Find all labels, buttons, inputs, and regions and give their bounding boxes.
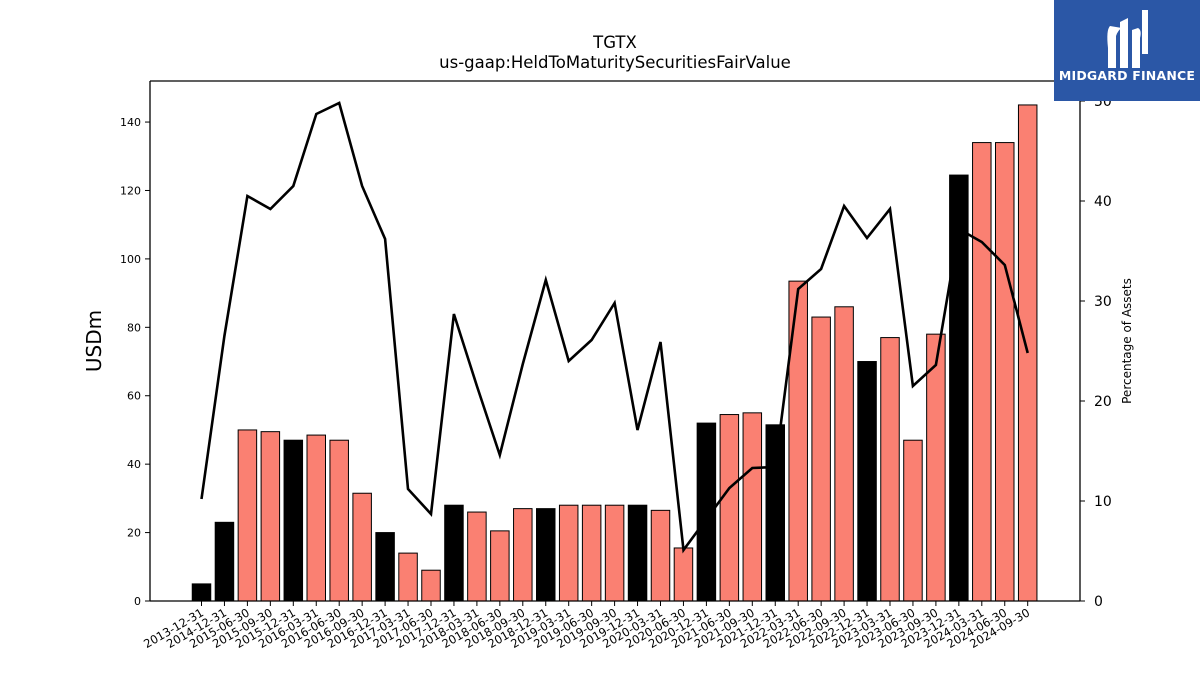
bar [329, 439, 349, 602]
percentage-line [200, 101, 1029, 554]
y2-axis-label: Percentage of Assets [1120, 278, 1134, 404]
bar [788, 280, 808, 602]
logo-text: MIDGARD FINANCE [1058, 68, 1196, 83]
bar [306, 434, 326, 602]
bar [926, 333, 946, 602]
bar [444, 504, 464, 602]
y-tick-label: 60 [127, 390, 141, 403]
bar [283, 439, 304, 602]
bar [513, 508, 533, 602]
y2-tick-label: 20 [1094, 394, 1112, 410]
y-tick-label: 80 [127, 321, 141, 334]
bar [673, 547, 694, 602]
brand-logo: MIDGARD FINANCE [1054, 0, 1200, 101]
y2-tick-label: 0 [1094, 594, 1103, 610]
y-tick-label: 20 [127, 527, 141, 540]
y-tick-label: 120 [120, 184, 141, 197]
chart-title: TGTX [592, 33, 637, 52]
bar [857, 361, 877, 602]
bar [214, 521, 235, 602]
bar [949, 174, 969, 602]
logo-mark-icon [1107, 10, 1148, 68]
y2-tick-label: 30 [1094, 294, 1112, 310]
bar [811, 316, 831, 602]
bar [834, 306, 854, 602]
bar [627, 504, 648, 602]
bar-series [191, 104, 1038, 602]
y-tick-label: 140 [120, 116, 141, 129]
bar [237, 429, 258, 602]
line-series [200, 101, 1029, 554]
y-tick-label: 0 [134, 595, 141, 608]
bar [375, 532, 395, 602]
bar [536, 508, 556, 602]
bar [972, 142, 992, 602]
y-tick-label: 40 [127, 458, 141, 471]
bar [995, 142, 1015, 602]
bar [260, 431, 281, 602]
y-axis-label: USDm [82, 310, 106, 372]
bar [398, 552, 418, 602]
chart-subtitle: us-gaap:HeldToMaturitySecuritiesFairValu… [439, 53, 791, 72]
bar [467, 511, 487, 602]
bar [903, 439, 923, 602]
bar [352, 492, 372, 602]
bar [581, 504, 602, 602]
bar [421, 569, 441, 602]
bar [880, 337, 900, 602]
y2-tick-label: 40 [1094, 194, 1112, 210]
bar [765, 424, 785, 602]
axes: 020406080100120140010203040502013-12-312… [120, 80, 1112, 651]
bar [490, 530, 510, 602]
bar [191, 583, 212, 602]
bar [604, 504, 625, 602]
y2-tick-label: 10 [1094, 494, 1112, 510]
bar [742, 412, 763, 602]
y-tick-label: 100 [120, 253, 141, 266]
bar [719, 414, 740, 602]
bar [650, 509, 671, 602]
bar [558, 504, 579, 602]
